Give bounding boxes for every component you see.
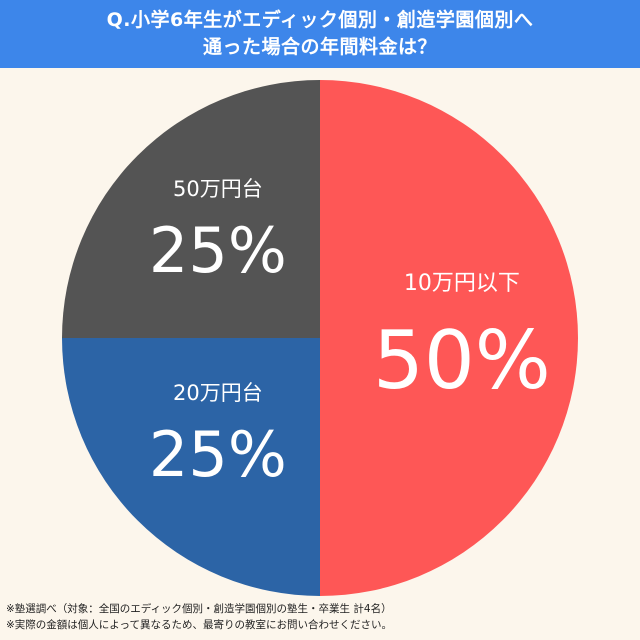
slice-label-0: 10万円以下 xyxy=(404,271,520,296)
footnote-source: ※塾選調べ（対象：全国のエディック個別・創造学園個別の塾生・卒業生 計4名） xyxy=(6,603,392,615)
chart-title-line-1: Q.小学6年生がエディック個別・創造学園個別へ xyxy=(106,9,534,31)
slice-label-1: 20万円台 xyxy=(173,381,263,405)
pie-slice-1 xyxy=(62,338,320,596)
slice-label-2: 50万円台 xyxy=(173,177,263,201)
pie-slice-2 xyxy=(62,80,320,338)
chart-title-line-2: 通った場合の年間料金は？ xyxy=(202,36,437,58)
slice-percent-1: 25% xyxy=(149,418,287,491)
pie-chart: 10万円以下 50% 20万円台 25% 50万円台 25% xyxy=(62,80,578,596)
slice-percent-2: 25% xyxy=(149,214,287,287)
footnote-disclaimer: ※実際の金額は個人によって異なるため、最寄りの教室にお問い合わせください。 xyxy=(6,619,392,631)
footnotes: ※塾選調べ（対象：全国のエディック個別・創造学園個別の塾生・卒業生 計4名） ※… xyxy=(6,601,636,633)
pie-slice-0 xyxy=(320,80,578,596)
chart-title: Q.小学6年生がエディック個別・創造学園個別へ 通った場合の年間料金は？ xyxy=(0,0,640,68)
slice-percent-0: 50% xyxy=(373,314,551,407)
